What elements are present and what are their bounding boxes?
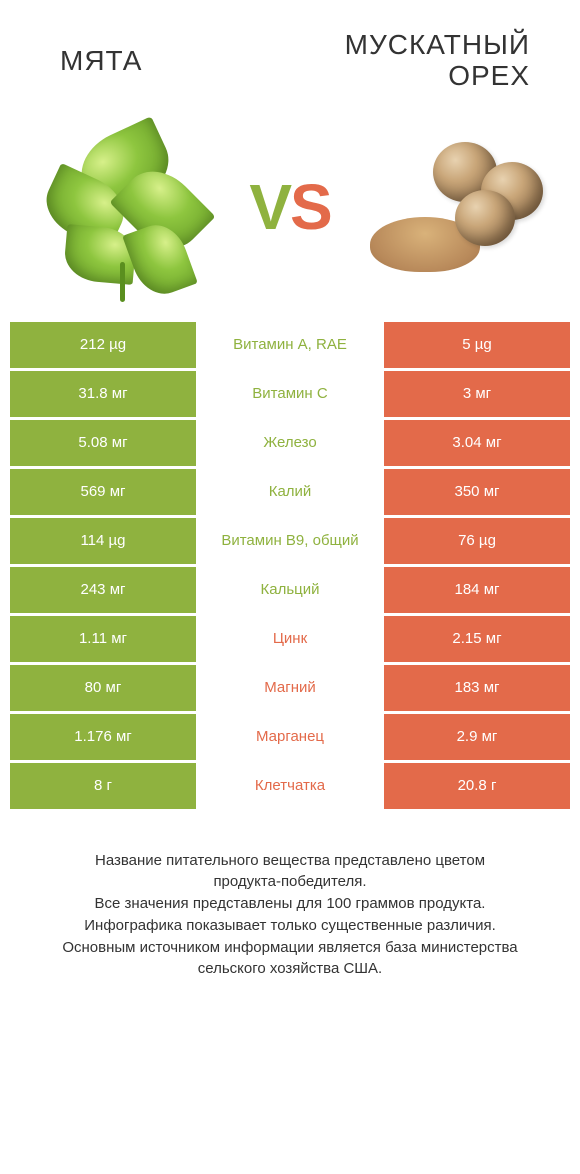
value-right: 2.9 мг: [384, 714, 570, 760]
value-left: 212 µg: [10, 322, 196, 368]
value-left: 80 мг: [10, 665, 196, 711]
nutrient-label: Витамин A, RAE: [196, 322, 384, 368]
header: МЯТА МУСКАТНЫЙ ОРЕХ: [0, 0, 580, 112]
value-left: 243 мг: [10, 567, 196, 613]
nutrient-label: Магний: [196, 665, 384, 711]
nutrient-label: Витамин B9, общий: [196, 518, 384, 564]
value-left: 569 мг: [10, 469, 196, 515]
nutmeg-image: [360, 112, 550, 302]
nutrient-label: Марганец: [196, 714, 384, 760]
value-right: 350 мг: [384, 469, 570, 515]
table-row: 114 µgВитамин B9, общий76 µg: [10, 518, 570, 564]
vs-v: V: [249, 170, 290, 244]
value-left: 8 г: [10, 763, 196, 809]
product-title-left: МЯТА: [40, 45, 295, 77]
footer-line: Основным источником информации является …: [30, 937, 550, 981]
nutrient-label: Калий: [196, 469, 384, 515]
table-row: 1.11 мгЦинк2.15 мг: [10, 616, 570, 662]
footer-line: Инфографика показывает только существенн…: [30, 915, 550, 937]
footer-line: Все значения представлены для 100 граммо…: [30, 893, 550, 915]
footer-line: Название питательного вещества представл…: [30, 850, 550, 894]
value-right: 20.8 г: [384, 763, 570, 809]
value-right: 183 мг: [384, 665, 570, 711]
vs-s: S: [290, 170, 331, 244]
table-row: 243 мгКальций184 мг: [10, 567, 570, 613]
table-row: 80 мгМагний183 мг: [10, 665, 570, 711]
value-right: 3 мг: [384, 371, 570, 417]
table-row: 8 гКлетчатка20.8 г: [10, 763, 570, 809]
value-left: 114 µg: [10, 518, 196, 564]
value-right: 2.15 мг: [384, 616, 570, 662]
comparison-table: 212 µgВитамин A, RAE5 µg31.8 мгВитамин C…: [10, 322, 570, 809]
value-left: 31.8 мг: [10, 371, 196, 417]
nutrient-label: Цинк: [196, 616, 384, 662]
value-left: 1.11 мг: [10, 616, 196, 662]
table-row: 5.08 мгЖелезо3.04 мг: [10, 420, 570, 466]
value-right: 76 µg: [384, 518, 570, 564]
nutrient-label: Кальций: [196, 567, 384, 613]
table-row: 1.176 мгМарганец2.9 мг: [10, 714, 570, 760]
value-left: 5.08 мг: [10, 420, 196, 466]
value-right: 3.04 мг: [384, 420, 570, 466]
images-row: VS: [0, 112, 580, 322]
nutrient-label: Витамин C: [196, 371, 384, 417]
value-right: 184 мг: [384, 567, 570, 613]
vs-label: VS: [249, 170, 330, 244]
table-row: 31.8 мгВитамин C3 мг: [10, 371, 570, 417]
table-row: 569 мгКалий350 мг: [10, 469, 570, 515]
nutrient-label: Клетчатка: [196, 763, 384, 809]
product-title-right: МУСКАТНЫЙ ОРЕХ: [295, 30, 540, 92]
value-left: 1.176 мг: [10, 714, 196, 760]
value-right: 5 µg: [384, 322, 570, 368]
table-row: 212 µgВитамин A, RAE5 µg: [10, 322, 570, 368]
footer-notes: Название питательного вещества представл…: [0, 812, 580, 981]
mint-image: [30, 112, 220, 302]
nutrient-label: Железо: [196, 420, 384, 466]
